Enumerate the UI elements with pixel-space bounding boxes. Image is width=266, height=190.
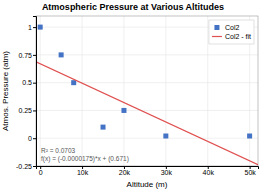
scatter-point [71,80,76,85]
tick: 1 [28,24,36,31]
legend-swatch [214,25,219,30]
annotation-text: R² = 0.0703 [41,147,76,154]
tick-label: 0.75 [18,52,32,59]
tick: 0.25 [18,107,36,114]
legend-label: Col2 - fit [225,33,251,40]
tick: 0 [39,166,43,176]
tick-label: 40k [203,169,215,176]
tick: 0.5 [22,79,36,86]
y-axis-title: Atmos. Pressure (atm) [1,51,10,131]
plot: 0 10k 20k 30k 40k 50k -0.25 0 0.25 0.5 0.75 1 R² = 0… [16,16,258,176]
grid-line [123,16,124,166]
plot-frame [36,16,258,166]
x-axis: 0 10k 20k 30k 40k 50k [37,166,259,176]
axis-line [33,17,37,167]
tick: 50k [244,166,256,176]
title: Atmospheric Pressure at Various Altitude… [42,2,224,12]
tick-label: 0.5 [22,79,32,86]
tick: -0.25 [16,163,36,170]
tick-label: 30k [161,169,173,176]
grid-line [40,16,41,166]
scatter-point [59,52,64,57]
tick-label: -0.25 [16,163,32,170]
legend-box [209,20,254,44]
y-axis: -0.25 0 0.25 0.5 0.75 1 [16,17,36,170]
tick: 40k [203,166,215,176]
tick-label: 0.25 [18,107,32,114]
legend-swatch [212,36,222,37]
grid-line [36,82,258,83]
tick-label: 20k [119,169,131,176]
tick-label: 50k [244,169,256,176]
tick-label: 1 [28,24,32,31]
tick-label: 10k [77,169,89,176]
tick-mark [33,83,36,84]
marks [36,25,258,165]
fit-line [36,62,258,165]
legend-label: Col2 [225,24,240,31]
legend: Col2 Col2 - fit [209,20,254,44]
tick-mark [33,110,36,111]
scatter-point [247,134,252,139]
x-axis-title: Altitude (m) [127,180,168,189]
chart: 0 10k 20k 30k 40k 50k -0.25 0 0.25 0.5 0.75 1 R² = 0… [0,0,266,190]
tick-mark [33,166,36,167]
grid-line [36,138,258,139]
scatter-point [101,125,106,130]
axis-line [37,167,259,170]
tick-label: 0 [39,169,43,176]
tick-label: 0 [28,135,32,142]
grid-line [36,54,258,55]
tick: 30k [161,166,173,176]
scatter-point [121,108,126,113]
tick-mark [33,27,36,28]
tick-mark [33,55,36,56]
grid [36,16,258,166]
grid-line [165,16,166,166]
tick: 20k [119,166,131,176]
scatter-point [163,134,168,139]
scatter-point [38,25,43,30]
grid-line [207,16,208,166]
tick: 10k [77,166,89,176]
annotation-text: f(x) = (-0.0000175)*x + (0.671) [41,155,129,163]
annotation: R² = 0.0703f(x) = (-0.0000175)*x + (0.67… [41,147,129,163]
tick-mark [33,138,36,139]
grid-line [82,16,83,166]
grid-line [36,110,258,111]
tick: 0.75 [18,52,36,59]
tick: 0 [28,135,36,142]
